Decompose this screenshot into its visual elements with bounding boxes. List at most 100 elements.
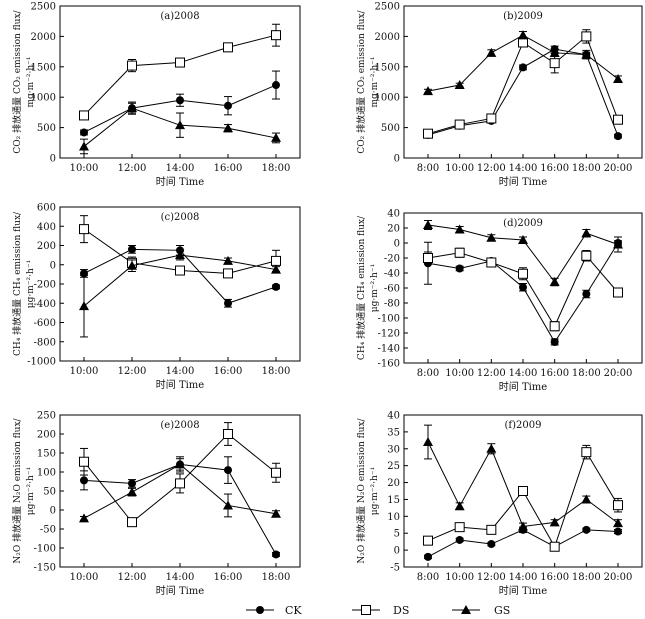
data-point-ds xyxy=(454,247,465,258)
legend: CK DS GS xyxy=(246,604,510,617)
data-point-ds xyxy=(518,486,528,496)
legend-marker-ck xyxy=(256,606,264,614)
x-axis-label: 时间 Time xyxy=(156,584,205,597)
legend-marker-ds xyxy=(361,605,371,615)
data-point-ds xyxy=(613,500,623,511)
x-axis-label: 时间 Time xyxy=(499,175,548,188)
data-point-gs xyxy=(79,513,89,523)
y-tick-label: -400 xyxy=(34,299,56,310)
data-point-ds xyxy=(454,119,465,130)
y-tick-label: -150 xyxy=(34,563,56,574)
data-point-gs xyxy=(127,260,137,270)
legend-label-ck: CK xyxy=(285,604,302,617)
y-tick-label: 20 xyxy=(387,224,400,235)
y-axis-label-line: μg·m⁻²·h⁻¹ xyxy=(370,467,380,515)
chart-f: -5 0 5 10 15 20 25 30 35 40 8:00 10:00 12:00 14:00 16:… xyxy=(355,411,643,597)
y-tick-label: 600 xyxy=(37,203,56,214)
data-point-gs xyxy=(223,500,233,510)
data-point-gs xyxy=(454,80,465,90)
legend-label-ds: DS xyxy=(393,604,409,617)
y-axis-label: CH₄ 排放通量 CH₄ emission flux/μg·m⁻²·h⁻¹ xyxy=(11,211,36,356)
x-tick-label: 14:00 xyxy=(166,572,195,583)
series-line-ds xyxy=(427,35,619,135)
y-tick-label: 10 xyxy=(387,512,400,523)
series-ck xyxy=(424,525,622,561)
y-tick-label: -5 xyxy=(390,563,400,574)
data-point-gs xyxy=(175,120,185,130)
data-point-ds xyxy=(581,250,592,261)
y-tick-label: 15 xyxy=(387,495,400,506)
y-axis-label-line: CH₄ 排放通量 CH₄ emission flux/ xyxy=(355,215,367,360)
series-line-ck xyxy=(427,529,619,558)
data-point-ds xyxy=(549,541,560,552)
y-tick-label: 2500 xyxy=(375,2,400,13)
y-tick-label: 2000 xyxy=(31,32,56,43)
data-point-ck xyxy=(582,525,591,534)
data-point-gs xyxy=(486,443,497,453)
x-tick-label: 12:00 xyxy=(477,572,506,583)
data-point-ck xyxy=(80,128,88,137)
legend-item-ck: CK xyxy=(246,604,302,617)
data-point-gs xyxy=(549,517,560,527)
data-point-gs xyxy=(175,459,185,469)
chart-title: (a)2008 xyxy=(160,11,199,22)
plot-frame xyxy=(59,206,301,362)
series-line-gs xyxy=(83,254,277,307)
chart-title: (c)2008 xyxy=(161,212,200,223)
y-axis-label-line: μg·m⁻²·h⁻¹ xyxy=(26,467,36,515)
y-tick-label: 1500 xyxy=(375,62,400,73)
data-point-gs xyxy=(581,228,592,238)
data-point-gs xyxy=(223,255,233,265)
series-ck xyxy=(80,70,280,137)
series-ds xyxy=(423,444,623,552)
data-point-ds xyxy=(486,113,497,124)
data-point-ds xyxy=(175,265,185,276)
x-tick-label: 16:00 xyxy=(214,163,243,174)
y-tick-label: 200 xyxy=(37,241,56,252)
series-ds xyxy=(79,23,281,121)
chart-a: 0 500 1000 1500 2000 2500 10:00 12:00 14:00 16:00… xyxy=(11,2,301,188)
data-point-ds xyxy=(79,110,89,121)
x-tick-label: 14:00 xyxy=(166,163,195,174)
data-point-ds xyxy=(454,522,465,533)
data-point-ds xyxy=(175,478,185,489)
series-ds xyxy=(423,29,623,139)
data-point-gs xyxy=(613,73,623,83)
x-tick-label: 20:00 xyxy=(604,163,633,174)
y-tick-label: 40 xyxy=(387,209,400,220)
y-tick-label: 5 xyxy=(394,529,400,540)
y-tick-label: 100 xyxy=(37,468,56,479)
x-tick-label: 16:00 xyxy=(540,163,569,174)
data-point-ck xyxy=(272,550,280,559)
y-tick-label: -600 xyxy=(34,318,56,329)
data-point-gs xyxy=(271,264,281,274)
x-axis-label: 时间 Time xyxy=(499,584,548,597)
x-tick-label: 16:00 xyxy=(214,572,243,583)
data-point-ds xyxy=(223,42,233,53)
y-tick-label: 25 xyxy=(387,461,400,472)
data-point-ds xyxy=(581,31,592,42)
x-tick-label: 8:00 xyxy=(417,163,439,174)
x-tick-label: 12:00 xyxy=(118,572,147,583)
x-tick-label: 12:00 xyxy=(118,163,147,174)
y-tick-label: 20 xyxy=(387,478,400,489)
data-point-ck xyxy=(614,132,622,141)
y-axis-label-line: CO₂ 排放通量 CO₂ emission flux/ xyxy=(11,9,23,153)
data-point-gs xyxy=(423,220,433,229)
data-point-gs xyxy=(454,501,465,511)
x-axis-label: 时间 Time xyxy=(499,380,548,393)
data-point-ds xyxy=(223,429,233,439)
series-gs xyxy=(423,220,623,287)
x-axis-label: 时间 Time xyxy=(156,175,205,188)
data-point-ds xyxy=(271,467,281,478)
legend-item-gs: GS xyxy=(452,604,510,617)
data-point-ds xyxy=(613,114,623,125)
y-tick-label: 0 xyxy=(50,260,56,271)
y-tick-label: 30 xyxy=(387,444,400,455)
data-point-ck xyxy=(272,81,280,90)
x-tick-label: 8:00 xyxy=(417,368,439,379)
data-point-ck xyxy=(614,527,622,536)
data-point-ck xyxy=(80,476,88,485)
data-point-ds xyxy=(127,517,137,528)
data-point-ck xyxy=(519,63,527,72)
